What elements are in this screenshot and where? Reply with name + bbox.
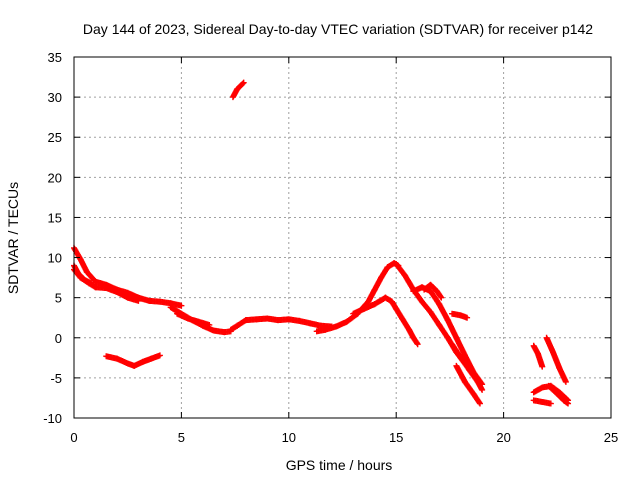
data-point <box>476 399 483 406</box>
series-arc-15 <box>229 79 247 101</box>
y-tick-label: 5 <box>55 291 62 306</box>
y-tick-label: 10 <box>48 251 62 266</box>
series-arc-12 <box>453 362 483 407</box>
series-arc-14 <box>449 310 471 321</box>
y-tick-label: 35 <box>48 50 62 65</box>
data-point <box>240 79 247 86</box>
x-tick-label: 5 <box>178 430 185 445</box>
series-arc-17 <box>530 342 546 370</box>
data-point <box>178 302 185 309</box>
data-point <box>438 294 445 301</box>
y-tick-label: 25 <box>48 130 62 145</box>
series-arc-2 <box>71 266 142 304</box>
data-point <box>156 352 163 359</box>
axes: 0 5 10 15 20 25 -10 -5 0 5 10 15 20 25 30 35 <box>43 50 618 445</box>
y-tick-label: 0 <box>55 331 62 346</box>
series-arc-11 <box>449 341 486 393</box>
data-point <box>547 400 554 407</box>
data-point <box>464 314 471 321</box>
data-point <box>414 341 421 348</box>
x-tick-label: 10 <box>282 430 296 445</box>
x-tick-label: 25 <box>604 430 618 445</box>
series-arc-21 <box>545 382 572 407</box>
series-arc-18 <box>543 334 569 385</box>
series-arc-3 <box>71 262 95 287</box>
x-tick-label: 20 <box>496 430 510 445</box>
y-tick-label: -5 <box>50 371 62 386</box>
data-point <box>476 400 483 407</box>
plot-frame <box>73 56 612 419</box>
data-point <box>437 293 444 300</box>
data-point <box>565 400 572 407</box>
y-axis-title: SDTVAR / TECUs <box>5 182 21 294</box>
data-point <box>413 340 420 347</box>
data-point <box>135 297 142 304</box>
series-arc-13 <box>421 281 445 301</box>
data-point <box>479 386 486 393</box>
x-tick-label: 15 <box>389 430 403 445</box>
data-point <box>88 280 95 287</box>
data-point <box>562 378 569 385</box>
series-arc-7 <box>313 260 402 335</box>
y-tick-label: 30 <box>48 90 62 105</box>
y-tick-label: -10 <box>43 411 62 426</box>
series-arc-16 <box>103 352 163 369</box>
data-point <box>206 321 213 328</box>
data-point <box>239 80 246 87</box>
series-arc-6 <box>227 315 335 333</box>
data-markers <box>71 79 572 407</box>
grid-lines <box>74 57 611 418</box>
series-arc-5 <box>174 310 213 328</box>
series-arc-20 <box>530 397 554 407</box>
x-tick-label: 0 <box>70 430 77 445</box>
chart-title: Day 144 of 2023, Sidereal Day-to-day VTE… <box>83 21 593 37</box>
y-tick-label: 15 <box>48 210 62 225</box>
series-arc-8 <box>350 294 421 348</box>
data-point <box>539 363 546 370</box>
y-tick-label: 20 <box>48 170 62 185</box>
x-axis-title: GPS time / hours <box>286 457 393 473</box>
